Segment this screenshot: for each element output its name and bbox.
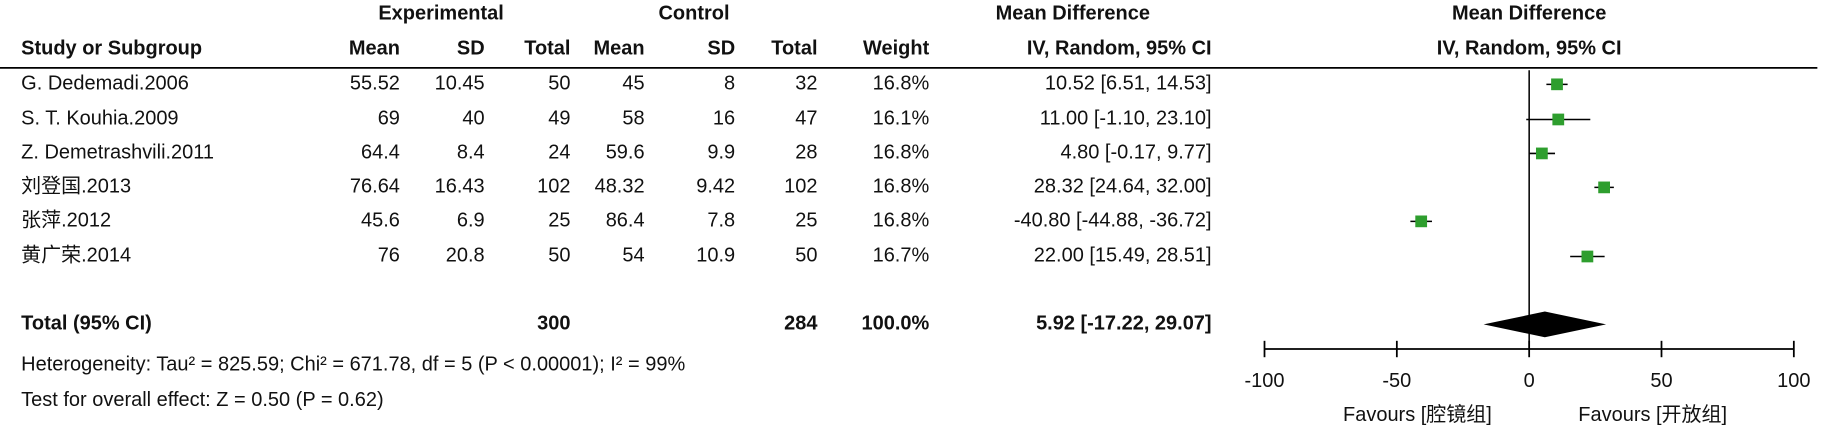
cell: 86.4 bbox=[606, 210, 645, 232]
x-tick-label: 0 bbox=[1524, 370, 1535, 392]
x-tick-label: -50 bbox=[1382, 370, 1411, 392]
cell: 16.1% bbox=[873, 108, 930, 130]
cell: 28.32 [24.64, 32.00] bbox=[1034, 176, 1212, 198]
cell: 28 bbox=[795, 142, 817, 164]
cell: 47 bbox=[795, 108, 817, 130]
study-name: 黄广荣.2014 bbox=[21, 244, 131, 267]
plot-title: Mean Difference bbox=[1452, 2, 1606, 24]
cell: 25 bbox=[795, 210, 817, 232]
column-header: IV, Random, 95% CI bbox=[1027, 37, 1212, 59]
cell: 54 bbox=[622, 245, 644, 267]
cell: 64.4 bbox=[361, 142, 400, 164]
cell: 45.6 bbox=[361, 210, 400, 232]
cell: 48.32 bbox=[595, 176, 645, 198]
cell: -40.80 [-44.88, -36.72] bbox=[1014, 210, 1212, 232]
study-name: Z. Demetrashvili.2011 bbox=[21, 142, 214, 164]
cell: 55.52 bbox=[350, 73, 400, 95]
cell: 50 bbox=[795, 245, 817, 267]
cell: 8 bbox=[724, 73, 735, 95]
effect-square bbox=[1598, 181, 1611, 194]
cell: 22.00 [15.49, 28.51] bbox=[1034, 245, 1212, 267]
cell: 4.80 [-0.17, 9.77] bbox=[1060, 142, 1211, 164]
cell: 16.8% bbox=[873, 210, 930, 232]
effect-square bbox=[1581, 250, 1594, 263]
cell: 59.6 bbox=[606, 142, 645, 164]
study-name: S. T. Kouhia.2009 bbox=[21, 108, 178, 130]
study-name: 刘登国.2013 bbox=[21, 175, 131, 198]
effect-square bbox=[1551, 78, 1563, 91]
cell: 8.4 bbox=[457, 142, 485, 164]
cell: 9.42 bbox=[696, 176, 735, 198]
column-header: SD bbox=[707, 37, 735, 59]
cell: 76.64 bbox=[350, 176, 400, 198]
cell: 45 bbox=[622, 73, 644, 95]
total-weight: 100.0% bbox=[861, 313, 929, 335]
total-ctrl: 284 bbox=[784, 313, 817, 335]
cell: 20.8 bbox=[446, 245, 485, 267]
column-header: Total bbox=[524, 37, 570, 59]
total-exp: 300 bbox=[537, 313, 570, 335]
cell: 58 bbox=[622, 108, 644, 130]
cell: 32 bbox=[795, 73, 817, 95]
cell: 49 bbox=[548, 108, 570, 130]
cell: 102 bbox=[537, 176, 570, 198]
group-header: Control bbox=[658, 2, 729, 24]
cell: 50 bbox=[548, 245, 570, 267]
favours-left: Favours [腔镜组] bbox=[1343, 403, 1492, 426]
x-tick-label: -100 bbox=[1245, 370, 1285, 392]
cell: 76 bbox=[378, 245, 400, 267]
cell: 10.52 [6.51, 14.53] bbox=[1045, 73, 1212, 95]
cell: 25 bbox=[548, 210, 570, 232]
cell: 16.7% bbox=[873, 245, 930, 267]
effect-square bbox=[1415, 215, 1428, 228]
effect-square bbox=[1552, 113, 1565, 126]
group-header: Experimental bbox=[378, 2, 503, 24]
column-header: Mean bbox=[349, 37, 400, 59]
cell: 11.00 [-1.10, 23.10] bbox=[1040, 108, 1212, 130]
study-name: 张萍.2012 bbox=[21, 209, 111, 232]
pooled-diamond bbox=[1483, 311, 1607, 338]
column-header: SD bbox=[457, 37, 485, 59]
study-name: G. Dedemadi.2006 bbox=[21, 73, 189, 95]
cell: 6.9 bbox=[457, 210, 485, 232]
cell: 7.8 bbox=[707, 210, 735, 232]
x-tick-label: 100 bbox=[1777, 370, 1810, 392]
cell: 16.43 bbox=[435, 176, 485, 198]
total-ci: 5.92 [-17.22, 29.07] bbox=[1036, 313, 1212, 335]
column-header: Study or Subgroup bbox=[21, 37, 202, 59]
cell: 69 bbox=[378, 108, 400, 130]
column-header: Weight bbox=[863, 37, 930, 59]
cell: 24 bbox=[548, 142, 570, 164]
total-label: Total (95% CI) bbox=[21, 313, 152, 335]
cell: 40 bbox=[462, 108, 484, 130]
cell: 16.8% bbox=[873, 142, 930, 164]
cell: 10.9 bbox=[696, 245, 735, 267]
cell: 50 bbox=[548, 73, 570, 95]
column-header: Mean bbox=[594, 37, 645, 59]
column-header: Total bbox=[771, 37, 817, 59]
cell: 16.8% bbox=[873, 73, 930, 95]
cell: 10.45 bbox=[435, 73, 485, 95]
group-header: Mean Difference bbox=[996, 2, 1150, 24]
plot-subtitle: IV, Random, 95% CI bbox=[1437, 37, 1622, 59]
cell: 102 bbox=[784, 176, 817, 198]
heterogeneity: Heterogeneity: Tau² = 825.59; Chi² = 671… bbox=[21, 354, 685, 376]
overall-effect: Test for overall effect: Z = 0.50 (P = 0… bbox=[21, 389, 383, 411]
cell: 16 bbox=[713, 108, 735, 130]
x-tick-label: 50 bbox=[1650, 370, 1672, 392]
effect-square bbox=[1535, 147, 1548, 160]
cell: 16.8% bbox=[873, 176, 930, 198]
favours-right: Favours [开放组] bbox=[1578, 403, 1727, 426]
cell: 9.9 bbox=[707, 142, 735, 164]
